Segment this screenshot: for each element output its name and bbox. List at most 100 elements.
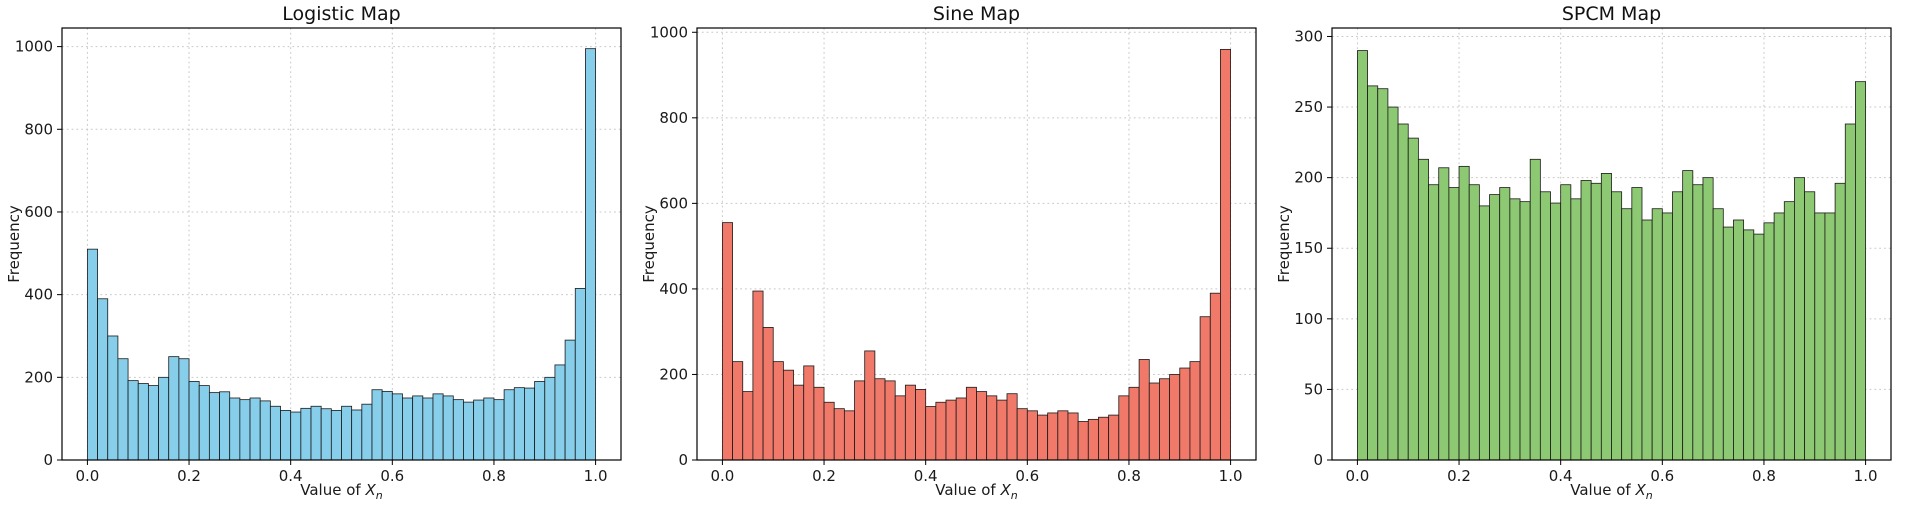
histogram-bar — [188, 381, 200, 461]
chart-spcm-map: SPCM Map Frequency 0 50 100 150 200 250 300 0.0… — [1270, 0, 1905, 508]
histogram-bar — [935, 401, 947, 461]
histogram-bar — [1199, 316, 1211, 461]
x-axis-label-variable: X — [365, 481, 376, 499]
x-axis-label: Value of Xn — [62, 481, 621, 502]
histogram-bar — [330, 409, 342, 461]
chart-title: SPCM Map — [1561, 3, 1662, 25]
y-tick-label: 1000 — [15, 38, 53, 56]
y-tick-label: 200 — [659, 365, 688, 383]
histogram-bar — [1824, 212, 1836, 461]
histogram-bar — [300, 407, 312, 461]
x-tick-label: 0.0 — [1345, 467, 1369, 485]
histogram-bar — [732, 361, 744, 461]
histogram-bar — [722, 222, 733, 461]
histogram-bar — [97, 298, 109, 461]
histogram-bar — [864, 350, 876, 461]
histogram-bar — [422, 397, 434, 461]
histogram-bar — [249, 397, 261, 461]
histogram-bar — [1128, 386, 1140, 461]
histogram-bar — [793, 384, 805, 461]
histogram-bar — [127, 380, 139, 461]
histogram-bar — [503, 389, 515, 461]
x-axis-label-variable: X — [1635, 481, 1646, 499]
histogram-bar — [915, 389, 927, 461]
y-tick-label: 300 — [1294, 27, 1323, 45]
x-tick-label: 0.8 — [1117, 467, 1141, 485]
histogram-bar — [1722, 226, 1734, 461]
histogram-bar — [1641, 219, 1653, 461]
histogram-bar — [442, 395, 454, 461]
x-tick-label: 0.0 — [75, 467, 99, 485]
histogram-bar — [1108, 414, 1120, 461]
histogram-bar — [585, 48, 596, 461]
histogram-bar — [1753, 233, 1765, 461]
histogram-bar — [813, 386, 825, 461]
histogram-bar — [1159, 378, 1171, 461]
y-tick-label: 800 — [659, 109, 688, 127]
histogram-bar — [1468, 184, 1480, 461]
histogram-bar — [843, 410, 855, 461]
histogram-bar — [1804, 191, 1816, 461]
histogram-plot: 0 50 100 150 200 250 300 0.0 0.2 0.4 0.6 0.8 1.0 — [1294, 27, 1892, 485]
histogram-bar — [1590, 182, 1602, 461]
histogram-bar — [823, 401, 835, 461]
histogram-bar — [965, 386, 977, 461]
y-tick-label: 1000 — [650, 23, 688, 41]
x-axis-label: Value of Xn — [697, 481, 1256, 502]
chart-title: Logistic Map — [282, 3, 401, 25]
histogram-bar — [1560, 184, 1572, 461]
x-tick-label: 0.2 — [1447, 467, 1471, 485]
histogram-bar — [534, 381, 546, 461]
x-tick-label: 0.6 — [1650, 467, 1674, 485]
x-axis-label-subscript: n — [1645, 489, 1653, 502]
y-tick-label: 600 — [659, 194, 688, 212]
x-tick-label: 0.4 — [914, 467, 938, 485]
histogram-bar — [1692, 184, 1704, 461]
histogram-bar — [1387, 106, 1399, 461]
histogram-bar — [1529, 158, 1541, 461]
histogram-bar — [1844, 123, 1856, 461]
histogram-bar — [1509, 198, 1521, 461]
histogram-bar — [513, 387, 525, 461]
x-axis-label-text: Value of — [300, 481, 366, 499]
histogram-bar — [1026, 410, 1038, 461]
x-tick-label: 0.6 — [1015, 467, 1039, 485]
histogram-bar — [198, 385, 210, 461]
histogram-bar — [1763, 222, 1775, 461]
histogram-bar — [1489, 194, 1501, 461]
histogram-bar — [351, 409, 363, 461]
histogram-bar — [239, 399, 251, 461]
histogram-bar — [1773, 212, 1785, 461]
x-tick-label: 0.8 — [1752, 467, 1776, 485]
y-tick-label: 0 — [678, 451, 688, 469]
y-tick-label: 0 — [43, 451, 53, 469]
histogram-bar — [147, 385, 159, 461]
histogram-bar — [833, 408, 845, 461]
histogram-bar — [391, 393, 403, 461]
x-tick-label: 0.2 — [177, 467, 201, 485]
histogram-bar — [955, 397, 967, 461]
x-tick-label: 0.2 — [812, 467, 836, 485]
histogram-bar — [1037, 414, 1049, 461]
histogram-bar — [1067, 412, 1079, 461]
plot-frame — [61, 27, 622, 461]
histogram-bar — [1057, 410, 1069, 461]
x-axis-label-text: Value of — [935, 481, 1001, 499]
y-tick-label: 150 — [1294, 239, 1323, 257]
x-tick-label: 0.6 — [380, 467, 404, 485]
x-tick-label: 1.0 — [1854, 467, 1878, 485]
histogram-bar — [1098, 416, 1110, 461]
histogram-bar — [803, 365, 815, 461]
histogram-bar — [1600, 173, 1612, 461]
histogram-bar — [341, 405, 353, 461]
histogram-bar — [381, 390, 393, 461]
y-tick-label: 200 — [1294, 169, 1323, 187]
histogram-bar — [1702, 177, 1714, 461]
histogram-bar — [1550, 202, 1562, 461]
histogram-bar — [1407, 137, 1419, 461]
histogram-bar — [1438, 167, 1450, 461]
histogram-bar — [1047, 412, 1059, 461]
histogram-bar — [1209, 292, 1221, 461]
histogram-bar — [1397, 123, 1409, 461]
